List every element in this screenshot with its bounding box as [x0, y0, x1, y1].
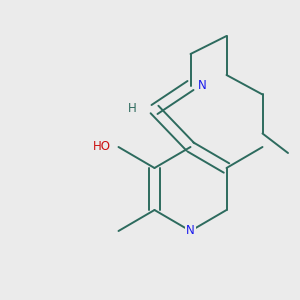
Text: HO: HO	[93, 140, 111, 154]
Text: N: N	[198, 79, 207, 92]
Text: N: N	[186, 224, 195, 238]
Text: H: H	[128, 101, 136, 115]
